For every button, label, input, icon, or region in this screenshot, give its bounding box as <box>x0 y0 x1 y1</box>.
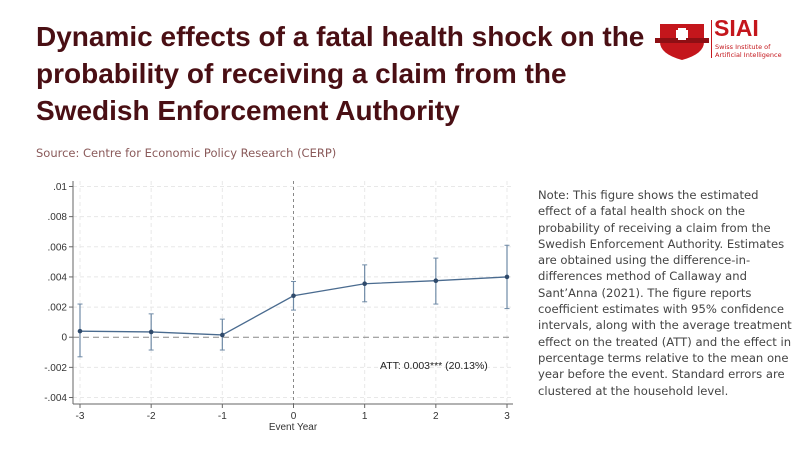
series <box>77 244 510 358</box>
y-tick-label: .006 <box>48 242 68 253</box>
x-tick-label: 2 <box>433 411 439 422</box>
x-tick-label: 0 <box>291 411 297 422</box>
y-tick-label: .004 <box>48 272 68 283</box>
shield-logo-icon <box>655 24 709 60</box>
page-title: Dynamic effects of a fatal health shock … <box>36 21 645 126</box>
estimate-point <box>504 274 510 280</box>
att-annotation: ATT: 0.003*** (20.13%) <box>380 360 488 372</box>
y-tick-label: .01 <box>53 182 67 193</box>
y-tick-label: .002 <box>48 303 68 314</box>
logo-divider <box>711 20 712 58</box>
x-tick-label: 1 <box>362 411 368 422</box>
estimate-point <box>77 328 83 334</box>
x-axis-label: Event Year <box>269 422 318 433</box>
estimate-point <box>291 293 296 299</box>
x-tick-label: -3 <box>76 411 85 422</box>
note-text: Note: This figure shows the estimated ef… <box>538 188 792 398</box>
x-tick-label: 3 <box>504 411 510 422</box>
x-tick-label: -1 <box>218 411 227 422</box>
logo-subtitle-line1: Swiss Institute of <box>715 43 771 51</box>
axes: .01 .008 .006 .004 .002 0 -.002 -.004 -3 -2 -1 0 1 2 3 <box>44 181 513 422</box>
y-tick-label: .008 <box>48 212 68 223</box>
estimate-point <box>148 329 154 335</box>
estimate-point <box>433 278 439 283</box>
y-tick-label: -.004 <box>44 393 67 404</box>
estimate-point <box>362 281 367 287</box>
x-tick-label: -2 <box>147 411 156 422</box>
siai-logo: SIAI Swiss Institute of Artificial Intel… <box>652 15 792 62</box>
event-study-chart: .01 .008 .006 .004 .002 0 -.002 -.004 -3 -2 -1 0 1 2 3… <box>44 181 513 433</box>
y-tick-label: 0 <box>61 333 67 344</box>
logo-subtitle: Swiss Institute of Artificial Intelligen… <box>715 43 782 59</box>
logo-subtitle-line2: Artificial Intelligence <box>715 50 782 59</box>
source-text: Source: Centre for Economic Policy Resea… <box>36 146 337 160</box>
estimate-point <box>220 332 225 338</box>
logo-name: SIAI <box>714 15 759 41</box>
y-tick-label: -.002 <box>44 363 67 374</box>
